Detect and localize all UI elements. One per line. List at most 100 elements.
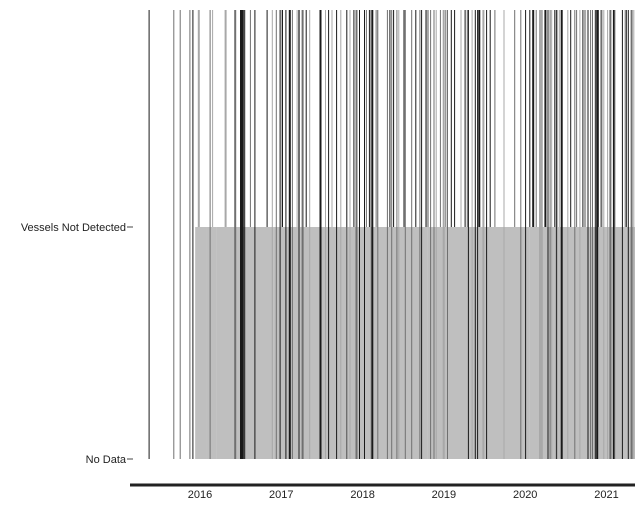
event-bar: [349, 10, 351, 459]
x-tick-label-2021: 2021: [594, 489, 618, 501]
event-bar: [454, 10, 456, 227]
event-bar: [411, 10, 413, 459]
event-bar: [478, 10, 481, 227]
event-bar: [582, 10, 584, 227]
event-bar: [551, 10, 553, 459]
event-bar: [234, 10, 237, 459]
event-bar: [486, 10, 488, 459]
event-bar: [430, 10, 432, 459]
event-bar: [240, 10, 242, 459]
event-bar: [535, 10, 537, 227]
event-bar: [285, 10, 287, 459]
event-bar: [494, 10, 496, 227]
event-bar: [621, 10, 623, 459]
event-bar: [547, 10, 549, 459]
event-bar: [391, 10, 393, 459]
event-bar: [471, 10, 473, 459]
event-bar: [570, 10, 572, 227]
event-bar: [275, 10, 277, 459]
event-bar: [607, 10, 609, 459]
event-bar: [439, 10, 441, 227]
event-bar: [298, 10, 300, 459]
event-bar: [192, 10, 194, 459]
lower-band-8: [523, 227, 530, 459]
event-bar: [585, 10, 587, 227]
event-bars: [148, 10, 635, 459]
event-bar: [633, 10, 635, 459]
axes: [127, 226, 635, 487]
event-bar: [597, 10, 599, 227]
x-tick-label-2016: 2016: [188, 489, 212, 501]
event-bar: [600, 10, 603, 227]
event-bar: [266, 10, 268, 227]
event-bar: [197, 10, 200, 227]
event-bar: [419, 10, 421, 459]
event-bar: [398, 10, 400, 459]
event-bar: [447, 10, 448, 459]
event-bar: [148, 10, 150, 459]
event-bar: [241, 10, 244, 459]
event-bar: [364, 10, 365, 459]
event-bar: [594, 10, 596, 459]
y-label-vessels-not-detected: Vessels Not Detected: [21, 222, 126, 234]
x-axis-labels: 2016 2017 2018 2019 2020 2021: [188, 489, 619, 501]
event-bar: [558, 10, 560, 227]
event-bar: [514, 10, 516, 227]
event-bar: [403, 10, 405, 227]
event-bar: [590, 10, 592, 459]
event-bar: [549, 10, 551, 459]
event-bar: [474, 10, 476, 459]
event-bar: [404, 10, 406, 459]
event-bar: [603, 10, 605, 459]
event-bar: [209, 10, 211, 459]
lower-band-2: [206, 227, 217, 459]
event-bar: [614, 10, 616, 459]
event-bar: [592, 10, 593, 459]
event-bar: [587, 10, 589, 459]
event-bar: [525, 10, 527, 459]
event-bar: [630, 10, 633, 459]
event-bar: [450, 10, 452, 227]
event-bar: [624, 10, 627, 227]
event-bar: [576, 10, 578, 227]
event-bar: [529, 10, 531, 227]
event-bar: [377, 10, 379, 459]
event-bar: [189, 10, 191, 459]
event-bar: [556, 10, 558, 459]
event-bar: [291, 10, 293, 459]
event-bar: [340, 10, 342, 459]
event-bar: [520, 10, 522, 459]
y-label-no-data: No Data: [86, 454, 127, 466]
event-bar: [532, 10, 535, 227]
event-bar: [445, 10, 447, 227]
event-bar: [567, 10, 569, 459]
event-bar: [396, 10, 398, 459]
event-bar: [249, 10, 251, 227]
event-bar: [301, 10, 304, 459]
event-bar: [365, 10, 367, 227]
event-bar: [325, 10, 326, 459]
event-bar: [370, 10, 371, 459]
event-bar: [389, 10, 391, 227]
event-bar: [375, 10, 378, 227]
event-bar: [627, 10, 629, 459]
lower-band-1: [195, 227, 207, 459]
event-bar: [579, 10, 581, 459]
event-bar: [271, 10, 273, 459]
event-bar: [309, 10, 311, 459]
lower-band-9: [529, 227, 635, 459]
event-bar: [435, 10, 437, 459]
x-tick-label-2019: 2019: [432, 489, 456, 501]
event-bar: [296, 10, 298, 227]
event-bar: [574, 10, 576, 459]
event-bar: [442, 10, 445, 459]
event-bar: [368, 10, 370, 227]
event-bar: [371, 10, 374, 459]
event-bar: [554, 10, 556, 227]
x-tick-label-2020: 2020: [513, 489, 537, 501]
event-bar: [489, 10, 491, 227]
event-bar: [596, 10, 599, 459]
event-bar: [539, 10, 541, 459]
